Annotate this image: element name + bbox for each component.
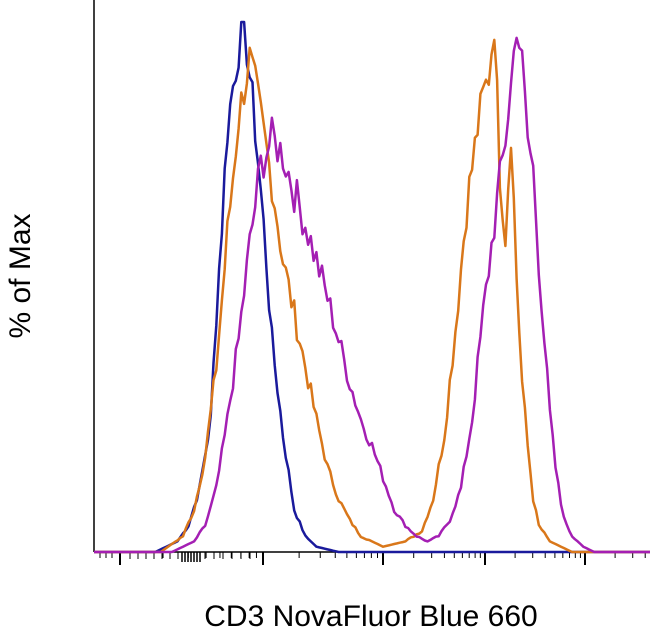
x-axis-title: CD3 NovaFluor Blue 660 <box>204 600 538 633</box>
y-axis-title: % of Max <box>4 213 37 338</box>
plot-area <box>93 0 650 565</box>
x-axis-ticks <box>99 552 646 565</box>
series-line-3 <box>94 36 650 554</box>
series-line-1 <box>94 20 650 554</box>
series-layer <box>94 20 650 554</box>
series-line-2 <box>94 38 650 554</box>
